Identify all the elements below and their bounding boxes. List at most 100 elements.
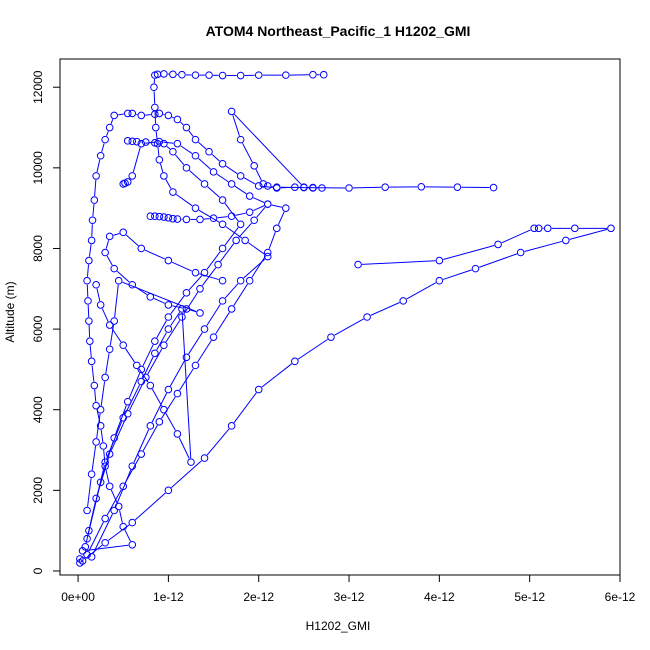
data-point	[381, 183, 389, 191]
series-line-segment	[248, 242, 265, 255]
data-point	[245, 276, 254, 285]
series-line-segment	[271, 204, 283, 208]
data-point	[105, 321, 114, 329]
data-point	[399, 297, 408, 305]
data-point	[164, 325, 173, 333]
series-line-segment	[116, 270, 130, 283]
data-point	[173, 389, 182, 398]
data-point	[227, 180, 236, 188]
series-line-segment	[101, 143, 105, 153]
series-line-segment	[171, 261, 193, 272]
series-line-segment	[181, 312, 192, 459]
data-point	[160, 70, 168, 78]
data-point	[128, 137, 137, 146]
series-line-segment	[370, 302, 400, 316]
data-point	[169, 188, 177, 196]
series-line-segment	[206, 303, 221, 326]
data-point	[85, 317, 93, 325]
series-line-segment	[277, 211, 285, 225]
series-line-segment	[217, 216, 228, 219]
data-point	[88, 216, 97, 225]
series-line-segment	[220, 243, 235, 262]
data-point	[254, 182, 263, 190]
data-point	[218, 220, 227, 229]
series-7	[85, 280, 195, 535]
data-point	[160, 405, 168, 414]
data-point	[151, 337, 159, 345]
data-point	[196, 284, 204, 293]
data-point	[453, 183, 462, 191]
series-line-segment	[206, 428, 230, 456]
plot-frame	[59, 58, 621, 576]
series-line-segment	[479, 253, 518, 268]
data-point	[218, 244, 227, 253]
series-line-segment	[135, 286, 148, 296]
data-point	[155, 418, 164, 426]
data-point	[516, 248, 525, 257]
series-line-segment	[96, 159, 101, 173]
series-line-segment	[234, 113, 302, 185]
data-point	[218, 276, 227, 285]
data-point	[137, 111, 146, 120]
series-line-segment	[147, 348, 163, 375]
data-point	[155, 212, 164, 221]
data-point	[101, 538, 109, 547]
data-point	[250, 216, 258, 225]
data-point	[218, 297, 227, 305]
x-axis: 0e+00 1e-12 2e-12 3e-12 4e-12 5e-12 6e-12	[61, 574, 636, 604]
data-point	[119, 228, 128, 237]
data-point	[173, 115, 182, 124]
series-line-segment	[118, 113, 124, 116]
data-point	[128, 172, 137, 180]
series-line-segment	[171, 116, 174, 119]
series-line-segment	[188, 275, 203, 291]
data-point	[151, 212, 159, 221]
data-point	[263, 200, 272, 208]
series-line-segment	[128, 372, 141, 399]
data-point	[84, 297, 92, 305]
data-point	[151, 103, 159, 112]
data-point	[132, 137, 141, 146]
data-point	[96, 301, 105, 309]
series-line-segment	[253, 205, 265, 212]
series-line-segment	[170, 295, 185, 315]
data-point	[200, 325, 209, 333]
y-tick-label: 0	[31, 567, 45, 574]
series-line-segment	[224, 227, 239, 246]
series-line-segment	[178, 437, 190, 459]
series-line-segment	[268, 231, 276, 249]
data-point	[101, 248, 109, 257]
data-point	[160, 341, 168, 350]
data-point	[123, 137, 132, 145]
series-line-segment	[233, 283, 248, 306]
data-point	[218, 160, 227, 168]
data-point	[232, 236, 240, 245]
data-point	[263, 182, 272, 190]
series-line-segment	[113, 233, 120, 236]
data-point	[119, 180, 128, 188]
data-point	[164, 486, 173, 495]
series-line-segment	[189, 170, 202, 182]
series-line-segment	[198, 141, 207, 150]
data-point	[562, 236, 570, 245]
data-point	[78, 557, 87, 565]
y-tick-label: 4000	[31, 396, 45, 423]
series-line-segment	[110, 417, 127, 451]
series-line-segment	[110, 119, 114, 124]
series-2	[78, 224, 615, 565]
x-tick-label: 2e-12	[243, 590, 274, 604]
data-point	[85, 256, 93, 265]
series-line-segment	[109, 324, 115, 346]
series-line-segment	[156, 320, 167, 338]
series-line-segment	[142, 356, 154, 379]
series-line-segment	[180, 145, 193, 154]
data-point	[160, 139, 168, 148]
y-tick-label: 12000	[31, 70, 45, 104]
data-point	[214, 260, 222, 269]
data-point	[128, 280, 137, 289]
data-point	[96, 422, 105, 430]
data-point	[209, 333, 218, 341]
series-line-segment	[243, 177, 256, 185]
series-line-segment	[238, 222, 252, 238]
data-point	[128, 540, 137, 549]
